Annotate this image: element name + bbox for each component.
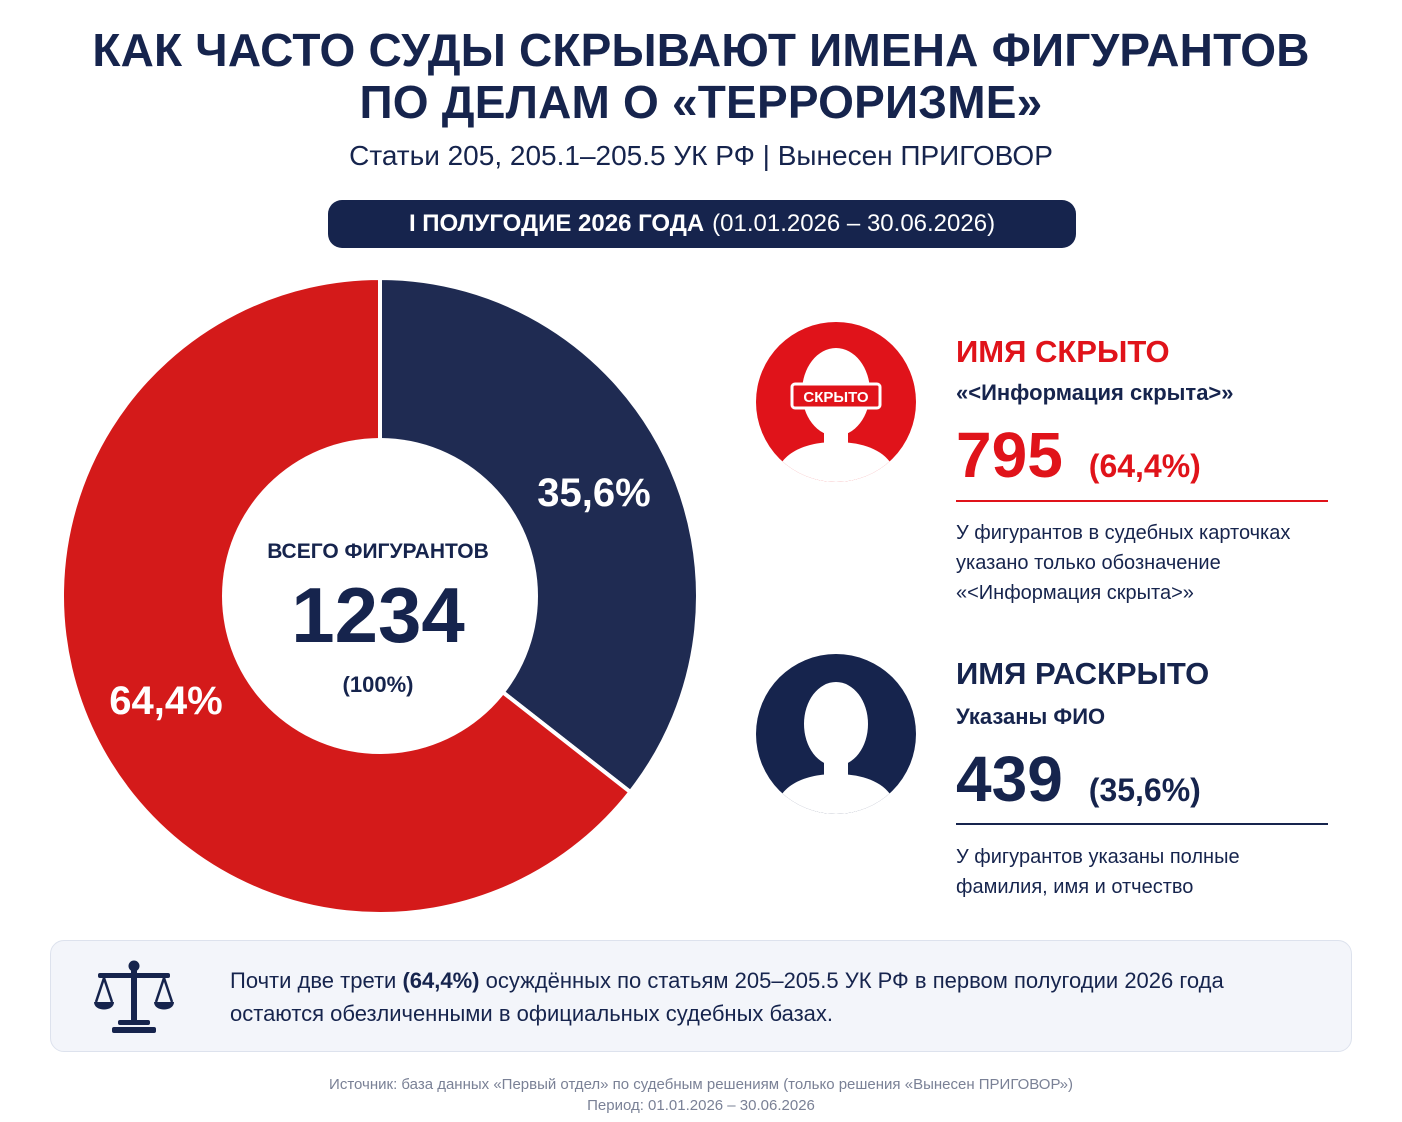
hidden-desc-line-2: указано только обозначение (956, 552, 1221, 574)
period-label: I ПОЛУГОДИЕ 2026 ГОДА (408, 210, 705, 237)
hidden-description: У фигурантов в судебных карточках указан… (956, 518, 1356, 608)
hidden-stat: 795 (64,4%) (956, 418, 1201, 492)
donut-chart: ВСЕГО ФИГУРАНТОВ 1234 (100%) 35,6% 64,4% (60, 276, 700, 916)
revealed-divider (956, 823, 1328, 825)
hidden-percent: (64,4%) (1088, 448, 1201, 484)
center-total: 1234 (291, 571, 465, 659)
revealed-title: ИМЯ РАСКРЫТО (956, 656, 1210, 691)
slice-labels: 35,6% 64,4% (109, 471, 650, 723)
hidden-divider (956, 500, 1328, 502)
revealed-description: У фигурантов указаны полные фамилия, имя… (956, 842, 1356, 902)
summary-part-1: Почти две трети (230, 968, 403, 993)
donut-hole (222, 438, 538, 754)
revealed-person-icon (756, 654, 916, 814)
summary-text: Почти две трети (64,4%) осуждённых по ст… (230, 964, 1290, 1030)
center-label: ВСЕГО ФИГУРАНТОВ (267, 540, 489, 563)
page-subtitle: Статьи 205, 205.1–205.5 УК РФ | Вынесен … (349, 140, 1053, 171)
slice-label-hidden: 64,4% (109, 679, 222, 723)
title-line-1: КАК ЧАСТО СУДЫ СКРЫВАЮТ ИМЕНА ФИГУРАНТОВ (92, 24, 1310, 76)
summary-bold: (64,4%) (402, 968, 480, 993)
hidden-badge-text: СКРЫТО (803, 389, 868, 406)
revealed-desc-line-1: У фигурантов указаны полные (956, 846, 1240, 868)
center-percent: (100%) (343, 672, 414, 697)
hidden-desc-line-1: У фигурантов в судебных карточках (956, 522, 1291, 544)
scales-icon (94, 960, 174, 1033)
revealed-stat: 439 (35,6%) (956, 742, 1201, 816)
hidden-desc-line-3: «<Информация скрыта>» (956, 582, 1194, 604)
summary-box (50, 940, 1352, 1052)
hidden-count: 795 (956, 419, 1063, 491)
source-period: Период: 01.01.2026 – 30.06.2026 (587, 1097, 815, 1114)
hidden-badge-box (790, 382, 882, 410)
hidden-title: ИМЯ СКРЫТО (956, 334, 1170, 369)
hidden-person-icon: СКРЫТО (756, 322, 916, 482)
source-text: Источник: база данных «Первый отдел» по … (329, 1076, 1073, 1093)
summary-part-2: осуждённых по статьям 205–205.5 УК РФ в … (230, 968, 1224, 1026)
period-dates: (01.01.2026 – 30.06.2026) (712, 210, 996, 237)
donut-slice-revealed (378, 276, 700, 795)
revealed-subtitle: Указаны ФИО (956, 704, 1106, 729)
page-title: КАК ЧАСТО СУДЫ СКРЫВАЮТ ИМЕНА ФИГУРАНТОВ… (0, 24, 1402, 128)
slice-label-revealed: 35,6% (537, 471, 650, 515)
revealed-desc-line-2: фамилия, имя и отчество (956, 876, 1194, 898)
hidden-subtitle: «<Информация скрыта>» (956, 380, 1234, 405)
revealed-count: 439 (956, 743, 1063, 815)
revealed-percent: (35,6%) (1088, 772, 1201, 808)
source-note: Источник: база данных «Первый отдел» по … (0, 1074, 1402, 1116)
title-line-2: ПО ДЕЛАМ О «ТЕРРОРИЗМЕ» (359, 76, 1043, 128)
period-badge: I ПОЛУГОДИЕ 2026 ГОДА (01.01.2026 – 30.0… (328, 200, 1076, 248)
